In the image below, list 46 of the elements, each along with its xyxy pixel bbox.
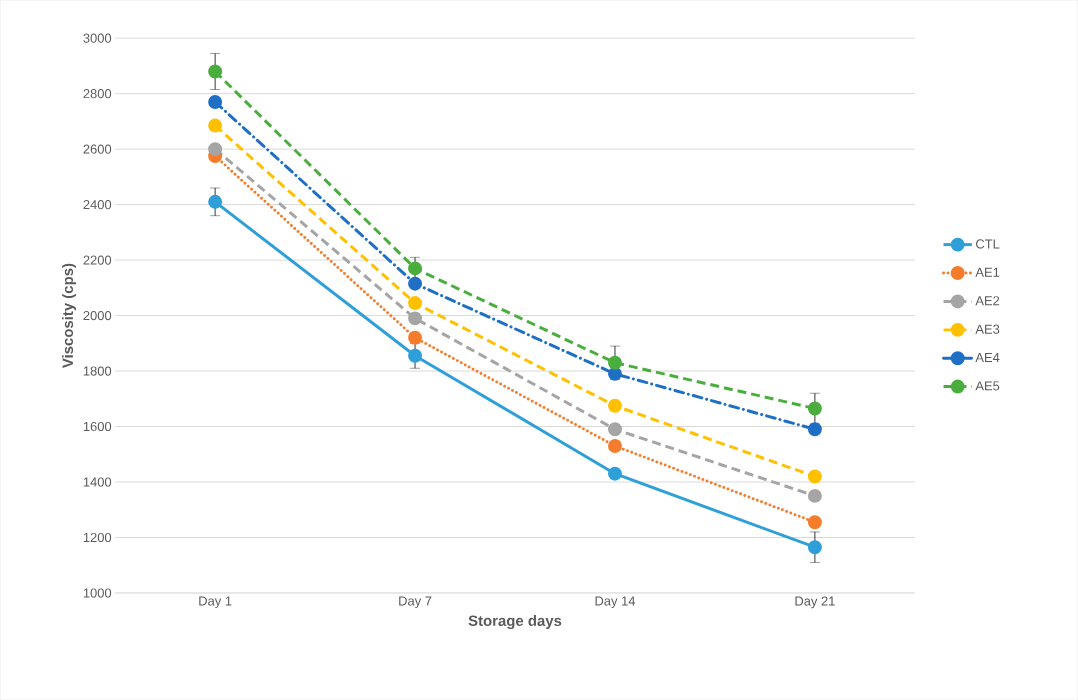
x-axis-title: Storage days <box>468 614 562 629</box>
x-tick-label: Day 7 <box>399 596 432 609</box>
point <box>208 94 223 109</box>
point <box>807 401 822 416</box>
point <box>608 438 622 453</box>
y-tick-label: 2000 <box>83 310 112 321</box>
y-tick-label: 2400 <box>83 199 112 210</box>
point <box>408 276 423 291</box>
point <box>608 355 622 370</box>
point <box>408 311 423 326</box>
point <box>807 488 822 503</box>
point <box>807 515 822 530</box>
point <box>608 398 622 413</box>
legend-label: AE2 <box>975 296 1000 306</box>
point <box>807 540 822 555</box>
point <box>408 348 423 363</box>
point <box>208 194 223 209</box>
point <box>208 118 223 133</box>
y-axis-title: Viscosity (cps) <box>62 263 76 368</box>
y-tick-label: 1800 <box>83 366 112 376</box>
legend-label: CTL <box>976 239 1000 249</box>
x-tick-label: Day 1 <box>199 596 232 609</box>
legend-label: AE5 <box>975 381 1000 391</box>
x-tick-label: Day 14 <box>595 596 636 609</box>
y-tick-label: 1200 <box>83 532 112 543</box>
legend-label: AE3 <box>975 324 1000 334</box>
y-tick-label: 2600 <box>83 144 112 154</box>
legend-label: AE4 <box>975 353 1000 362</box>
point <box>807 469 822 484</box>
y-tick-label: 1400 <box>83 477 112 487</box>
point <box>807 422 822 437</box>
point <box>608 366 622 381</box>
legend-label: AE1 <box>975 267 1000 277</box>
point <box>608 466 622 481</box>
y-tick-label: 3000 <box>83 33 112 43</box>
x-tick-label: Day 21 <box>795 596 835 609</box>
point <box>408 296 423 310</box>
y-tick-label: 1000 <box>83 588 112 598</box>
y-tick-label: 2800 <box>83 89 112 99</box>
point <box>608 422 622 437</box>
point <box>208 64 223 79</box>
y-tick-label: 2200 <box>83 255 112 265</box>
point <box>408 330 423 345</box>
point <box>408 261 423 276</box>
y-tick-label: 1600 <box>83 421 112 432</box>
point <box>208 142 223 157</box>
